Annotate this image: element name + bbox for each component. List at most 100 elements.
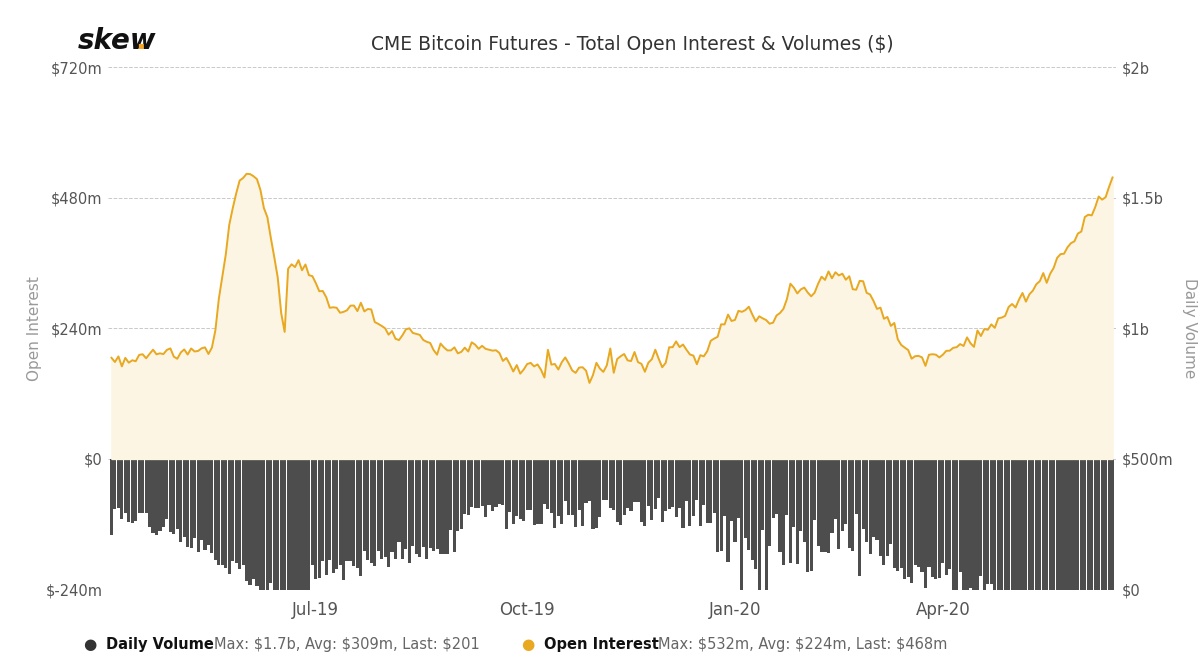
Bar — [478, 459, 480, 508]
Text: skew: skew — [78, 27, 156, 55]
Bar — [730, 459, 733, 521]
Bar — [322, 459, 324, 561]
Bar — [394, 459, 397, 559]
Bar — [1000, 459, 1003, 590]
Bar — [166, 459, 168, 519]
Bar — [733, 459, 737, 541]
Bar — [709, 459, 713, 523]
Bar — [1028, 459, 1031, 590]
Bar — [664, 459, 667, 511]
Bar — [761, 459, 764, 531]
Bar — [876, 459, 878, 540]
Bar — [568, 459, 570, 515]
Bar — [632, 459, 636, 502]
Bar — [1062, 459, 1066, 590]
Bar — [968, 459, 972, 588]
Bar — [1007, 459, 1010, 590]
Bar — [346, 459, 348, 561]
Bar — [851, 459, 854, 551]
Bar — [584, 459, 588, 502]
Bar — [536, 459, 539, 523]
Bar — [304, 459, 307, 590]
Bar — [1097, 459, 1100, 590]
Bar — [307, 459, 311, 590]
Bar — [338, 459, 342, 565]
Bar — [467, 459, 470, 515]
Bar — [487, 459, 491, 505]
Bar — [577, 459, 581, 510]
Bar — [155, 459, 158, 535]
Bar — [186, 459, 190, 547]
Bar — [754, 459, 757, 570]
Text: Daily Volume: Daily Volume — [106, 637, 214, 652]
Bar — [772, 459, 775, 518]
Bar — [175, 459, 179, 529]
Bar — [823, 459, 827, 552]
Bar — [287, 459, 289, 590]
Bar — [296, 459, 300, 590]
Bar — [913, 459, 917, 565]
Bar — [241, 459, 245, 565]
Bar — [869, 459, 871, 553]
Bar — [775, 459, 778, 514]
Bar — [263, 459, 265, 590]
Bar — [713, 459, 715, 513]
Bar — [515, 459, 518, 516]
Bar — [900, 459, 902, 568]
Bar — [907, 459, 910, 577]
Bar — [650, 459, 653, 520]
Bar — [390, 459, 394, 553]
Bar — [838, 459, 840, 549]
Bar — [1056, 459, 1058, 590]
Bar — [748, 459, 750, 549]
Bar — [335, 459, 338, 569]
Bar — [917, 459, 920, 567]
Bar — [751, 459, 754, 560]
Bar — [425, 459, 428, 559]
Bar — [862, 459, 865, 529]
Bar — [865, 459, 868, 542]
Bar — [446, 459, 449, 554]
Bar — [671, 459, 674, 507]
Bar — [432, 459, 436, 551]
Bar — [1003, 459, 1007, 590]
Bar — [1108, 459, 1111, 590]
Bar — [148, 459, 151, 527]
Bar — [325, 459, 328, 576]
Bar — [404, 459, 408, 549]
Text: ●: ● — [83, 637, 97, 652]
Bar — [799, 459, 803, 531]
Bar — [456, 459, 460, 531]
Bar — [397, 459, 401, 542]
Bar — [248, 459, 252, 585]
Bar — [120, 459, 124, 519]
Bar — [200, 459, 203, 540]
Bar — [720, 459, 722, 551]
Bar — [592, 459, 594, 529]
Bar — [661, 459, 664, 522]
Bar — [564, 459, 566, 500]
Bar — [179, 459, 182, 541]
Bar — [896, 459, 899, 571]
Bar — [612, 459, 616, 510]
Bar — [920, 459, 924, 572]
Bar — [935, 459, 937, 579]
Bar — [1100, 459, 1104, 590]
Bar — [252, 459, 256, 578]
Bar — [854, 459, 858, 514]
Bar — [1093, 459, 1097, 590]
Bar — [388, 459, 390, 567]
Bar — [276, 459, 280, 590]
Bar — [1021, 459, 1024, 590]
Bar — [540, 459, 542, 525]
Bar — [685, 459, 688, 501]
Bar — [955, 459, 959, 590]
Bar — [182, 459, 186, 537]
Bar — [436, 459, 439, 549]
Bar — [533, 459, 535, 525]
Bar — [779, 459, 781, 552]
Bar — [349, 459, 352, 561]
Bar — [678, 459, 682, 509]
Bar — [878, 459, 882, 556]
Bar — [574, 459, 577, 527]
